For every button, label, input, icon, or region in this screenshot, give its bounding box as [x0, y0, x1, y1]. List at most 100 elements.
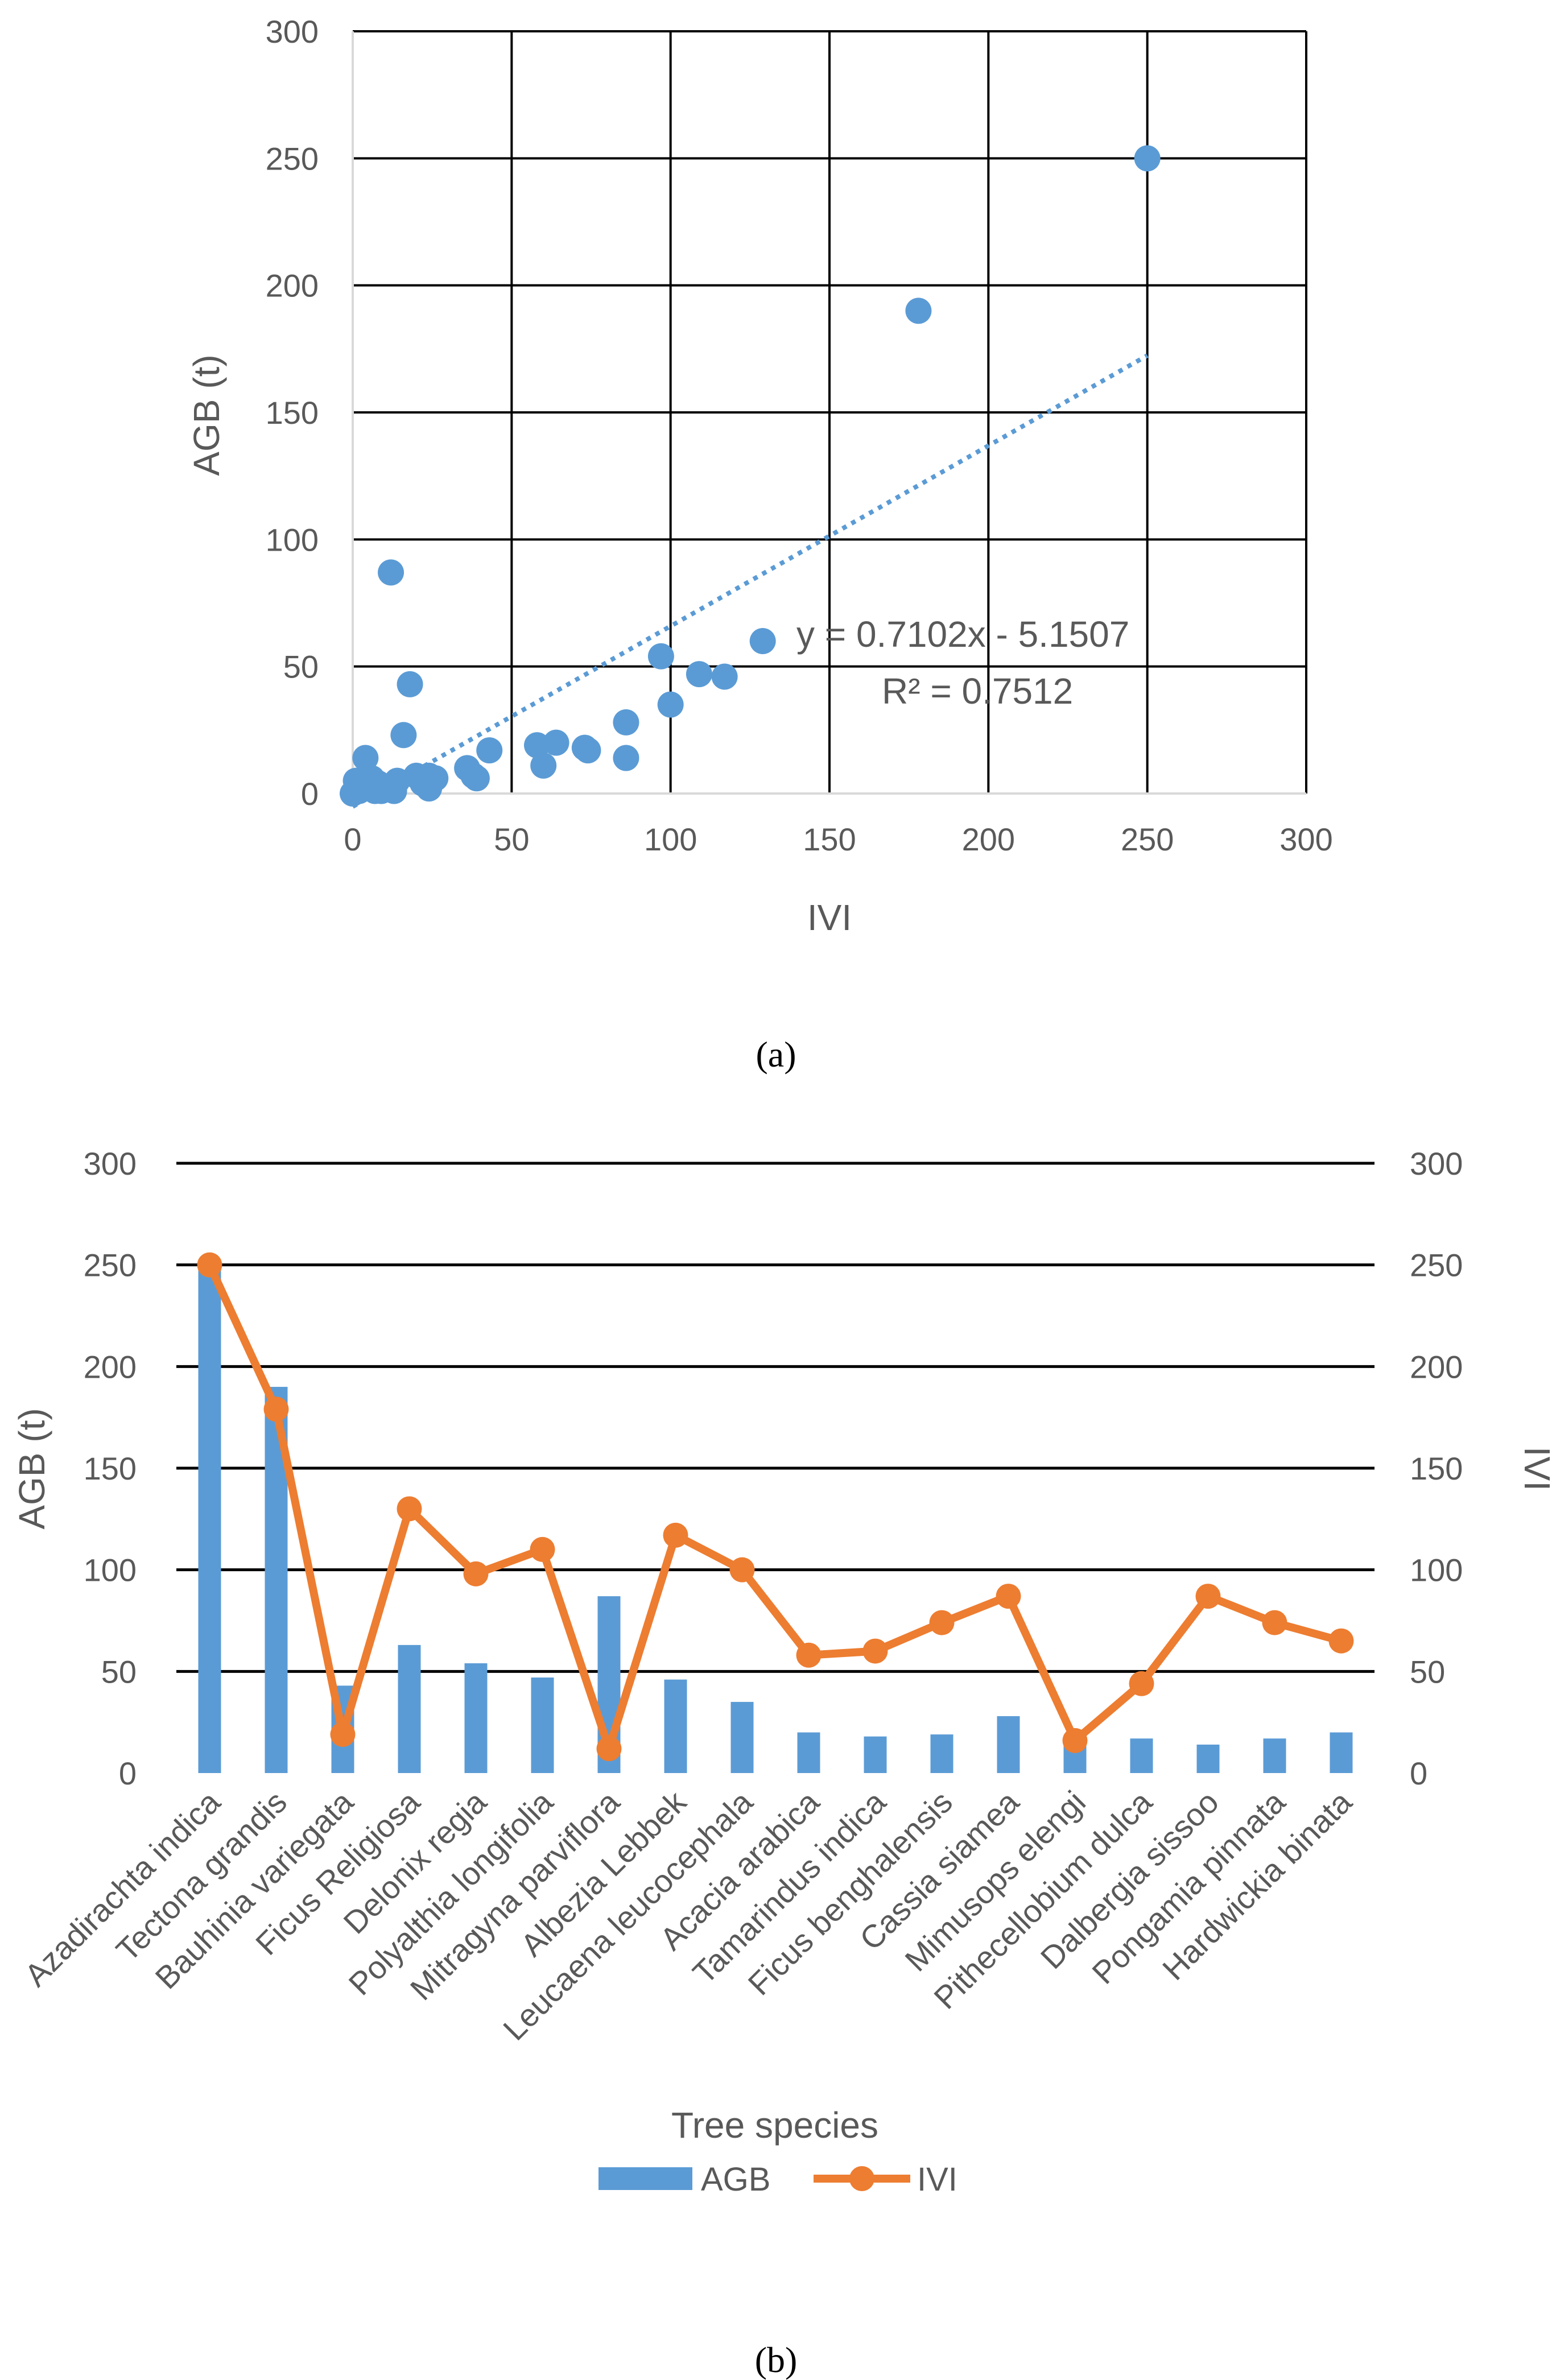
- data-point: [613, 709, 639, 736]
- data-point: [378, 559, 404, 586]
- ivi-marker: [330, 1722, 356, 1747]
- right-y-tick-label: 150: [1410, 1451, 1463, 1486]
- ivi-marker: [397, 1496, 422, 1522]
- left-y-tick-label: 50: [101, 1654, 137, 1689]
- right-y-tick-label: 50: [1410, 1654, 1445, 1689]
- y-tick-label: 100: [266, 522, 319, 557]
- data-point: [711, 663, 738, 690]
- ivi-marker: [596, 1736, 622, 1762]
- agb-bar: [1263, 1738, 1286, 1773]
- right-y-tick-label: 100: [1410, 1552, 1463, 1588]
- data-point: [463, 765, 490, 792]
- bar-line-tick-labels: 0 0 50 50 100 100 150 150 200 200 250 250 300 300: [84, 1146, 1463, 1791]
- scatter-y-axis-title: AGB (t): [186, 354, 227, 476]
- right-y-tick-label: 250: [1410, 1247, 1463, 1283]
- data-point: [905, 298, 932, 324]
- legend-ivi-marker: [849, 2166, 874, 2191]
- ivi-marker: [197, 1252, 222, 1278]
- agb-bar: [198, 1265, 221, 1773]
- scatter-x-axis-title: IVI: [807, 897, 852, 938]
- right-y-tick-label: 200: [1410, 1349, 1463, 1385]
- data-point: [476, 737, 503, 764]
- data-point: [1134, 145, 1161, 172]
- right-y-axis-title: IVI: [1517, 1447, 1552, 1491]
- left-y-tick-label: 0: [119, 1755, 137, 1791]
- legend: AGB IVI: [598, 2161, 957, 2198]
- agb-bar: [398, 1644, 421, 1773]
- caption-b: (b): [755, 2340, 798, 2380]
- x-tick-label: 100: [644, 821, 697, 857]
- x-axis-title: Tree species: [671, 2105, 878, 2146]
- bar-line-chart: 0 0 50 50 100 100 150 150 200 200 250 250 300 300 Aza…: [11, 1146, 1552, 2380]
- bar-line-gridlines: [176, 1162, 1374, 1673]
- legend-agb-label: AGB: [701, 2161, 771, 2198]
- data-point: [397, 671, 423, 697]
- data-point: [647, 643, 674, 670]
- right-y-tick-label: 0: [1410, 1755, 1427, 1791]
- x-tick-label: 150: [803, 821, 856, 857]
- data-point: [390, 722, 417, 749]
- left-y-tick-label: 100: [84, 1552, 137, 1588]
- agb-bar: [1196, 1744, 1220, 1773]
- data-point: [340, 780, 366, 807]
- data-point: [381, 778, 407, 804]
- ivi-marker: [663, 1522, 688, 1548]
- ivi-marker: [1328, 1628, 1354, 1654]
- data-point: [352, 745, 379, 771]
- y-tick-label: 300: [266, 14, 319, 49]
- scatter-gridlines: [353, 30, 1307, 794]
- legend-agb-swatch: [598, 2167, 692, 2190]
- scatter-points: [340, 145, 1161, 807]
- data-point: [575, 737, 601, 764]
- y-tick-label: 250: [266, 141, 319, 176]
- left-y-tick-label: 250: [84, 1247, 137, 1283]
- right-y-tick-label: 300: [1410, 1146, 1463, 1181]
- ivi-marker: [263, 1396, 289, 1422]
- agb-bar: [1130, 1738, 1153, 1773]
- y-tick-label: 200: [266, 268, 319, 304]
- data-point: [657, 691, 684, 718]
- data-point: [530, 752, 557, 779]
- agb-bar: [531, 1677, 554, 1773]
- agb-bar: [930, 1734, 954, 1773]
- ivi-marker: [530, 1536, 555, 1562]
- agb-bars: [198, 1265, 1353, 1773]
- scatter-tick-labels: 0 50 100 150 200 250 300 0 50 100 150 200 250 300: [266, 14, 1333, 857]
- left-y-tick-label: 200: [84, 1349, 137, 1385]
- ivi-marker: [1262, 1610, 1287, 1635]
- data-point: [686, 661, 712, 688]
- ivi-marker: [1129, 1671, 1154, 1696]
- scatter-axes: [352, 31, 1306, 795]
- x-tick-label: 0: [344, 821, 361, 857]
- ivi-marker: [729, 1557, 755, 1582]
- agb-bar: [997, 1716, 1020, 1773]
- ivi-marker: [862, 1638, 888, 1664]
- ivi-series-line: [206, 1263, 1343, 1753]
- ivi-marker: [1062, 1728, 1088, 1753]
- left-y-axis-title: AGB (t): [11, 1408, 52, 1529]
- ivi-marker: [929, 1610, 955, 1635]
- data-point: [749, 628, 776, 654]
- left-y-tick-label: 150: [84, 1451, 137, 1486]
- agb-bar: [464, 1663, 488, 1773]
- ivi-marker: [996, 1584, 1021, 1609]
- data-point: [543, 729, 569, 756]
- caption-a: (a): [756, 1034, 796, 1075]
- y-tick-label: 0: [301, 776, 319, 812]
- trendline: [352, 353, 1149, 809]
- ivi-line: [197, 1252, 1354, 1762]
- left-y-tick-label: 300: [84, 1146, 137, 1181]
- data-point: [416, 775, 443, 802]
- agb-bar: [797, 1732, 820, 1773]
- r-squared-label: R² = 0.7512: [882, 671, 1073, 712]
- scatter-chart: 0 50 100 150 200 250 300 0 50 100 150 200 250 300 y =…: [186, 14, 1333, 1075]
- scatter-trendline: [352, 353, 1149, 809]
- agb-bar: [730, 1701, 754, 1773]
- y-tick-label: 150: [266, 395, 319, 431]
- ivi-marker: [1195, 1584, 1221, 1609]
- ivi-marker: [463, 1561, 489, 1586]
- ivi-marker: [796, 1642, 822, 1668]
- trendline-equation: y = 0.7102x - 5.1507: [796, 614, 1129, 655]
